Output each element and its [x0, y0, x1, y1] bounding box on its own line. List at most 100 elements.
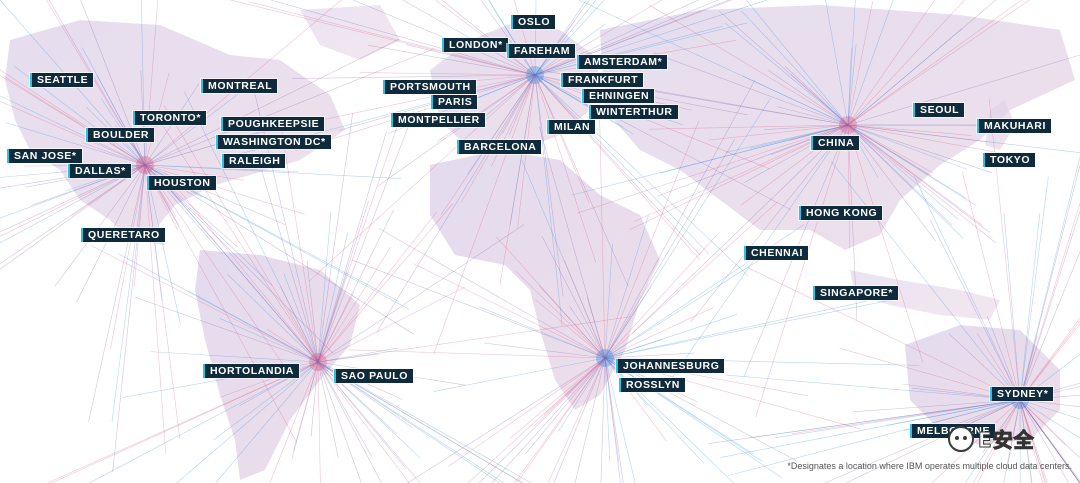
connection-line	[718, 10, 849, 126]
connection-line	[0, 164, 146, 264]
connection-line	[1019, 164, 1080, 401]
connection-line	[110, 164, 146, 349]
connection-line	[847, 43, 857, 126]
connection-line	[502, 74, 536, 134]
connection-line	[3, 75, 146, 166]
southeast-asia-islands	[850, 270, 1000, 320]
connection-line	[1019, 399, 1080, 420]
connection-line	[467, 74, 536, 175]
connection-line	[541, 236, 606, 359]
connection-line	[534, 74, 749, 277]
connection-line	[144, 164, 177, 217]
location-label-paris: PARIS	[431, 95, 478, 109]
connection-line	[847, 47, 852, 126]
connection-line	[377, 74, 536, 187]
connection-line	[538, 285, 606, 359]
connection-line	[317, 131, 387, 363]
connection-line	[578, 0, 849, 126]
location-label-toronto: TORONTO*	[133, 111, 207, 125]
connection-line	[604, 233, 719, 359]
connection-line	[1019, 210, 1080, 401]
connection-line	[488, 0, 536, 76]
wechat-logo-icon	[948, 425, 974, 452]
connection-line	[230, 0, 536, 76]
connection-line	[163, 105, 319, 363]
connection-line	[1019, 399, 1080, 483]
connection-line	[227, 274, 319, 363]
connection-line	[248, 1, 536, 76]
connection-line	[776, 106, 849, 126]
connection-line	[219, 318, 319, 363]
connection-line	[847, 124, 988, 143]
connection-line	[5, 122, 146, 166]
connection-line	[600, 357, 606, 483]
connection-line	[577, 124, 849, 214]
connection-line	[847, 124, 1080, 154]
connection-line	[160, 121, 319, 363]
connection-line	[317, 316, 631, 363]
connection-line	[604, 357, 705, 464]
connection-line	[97, 75, 146, 166]
connection-line	[482, 74, 536, 119]
connection-line	[433, 74, 536, 354]
connection-line	[144, 48, 435, 166]
connection-line	[407, 357, 606, 483]
connection-line	[604, 357, 782, 478]
connection-line	[853, 399, 1021, 413]
location-label-boulder: BOULDER	[86, 128, 155, 142]
connection-line	[144, 164, 414, 335]
connection-line	[317, 112, 353, 363]
connection-line	[604, 357, 620, 463]
connection-line	[534, 74, 634, 135]
connection-line	[144, 164, 297, 443]
connection-line	[604, 299, 892, 359]
connection-line	[514, 357, 606, 483]
location-label-winterthur: WINTERTHUR	[589, 105, 678, 119]
connection-line	[538, 126, 606, 359]
connection-line	[144, 164, 294, 380]
connection-line	[977, 399, 1021, 483]
location-label-milan: MILAN	[547, 120, 596, 134]
connection-line	[847, 124, 992, 173]
location-label-rosslyn: ROSSLYN	[619, 378, 685, 392]
connection-line	[728, 399, 1021, 476]
connection-line	[293, 361, 319, 451]
connection-line	[176, 361, 319, 483]
connection-line	[742, 75, 849, 126]
connection-line	[1006, 399, 1021, 471]
connection-line	[521, 159, 606, 359]
connection-line	[847, 124, 967, 170]
connection-line	[1019, 399, 1080, 481]
connection-line	[604, 357, 636, 483]
connection-line	[317, 353, 379, 363]
connection-line	[534, 74, 701, 261]
connection-line	[317, 361, 362, 483]
location-label-barcelona: BARCELONA	[457, 140, 542, 154]
hub-glow	[839, 116, 857, 134]
location-label-oslo: OSLO	[511, 15, 556, 29]
connection-line	[534, 74, 629, 287]
connection-line	[72, 164, 146, 216]
connection-line	[317, 347, 399, 363]
connection-line	[219, 361, 319, 398]
greenland-landmass	[300, 5, 400, 60]
connection-line	[435, 0, 536, 76]
location-label-johannesburg: JOHANNESBURG	[616, 359, 725, 373]
connection-line	[413, 263, 606, 359]
connection-line	[460, 74, 536, 203]
connection-line	[317, 361, 339, 458]
connection-line	[534, 0, 662, 76]
connection-line	[598, 72, 606, 359]
connection-line	[653, 91, 849, 126]
connection-line	[1003, 212, 1021, 401]
connection-line	[847, 124, 964, 239]
connection-line	[478, 357, 606, 483]
connection-line	[847, 124, 997, 244]
connection-line	[359, 72, 536, 76]
connection-line	[986, 315, 1021, 401]
location-label-raleigh: RALEIGH	[222, 154, 286, 168]
location-label-hong-kong: HONG KONG	[799, 206, 883, 220]
connection-line	[1019, 399, 1080, 439]
connection-line	[824, 399, 1021, 483]
